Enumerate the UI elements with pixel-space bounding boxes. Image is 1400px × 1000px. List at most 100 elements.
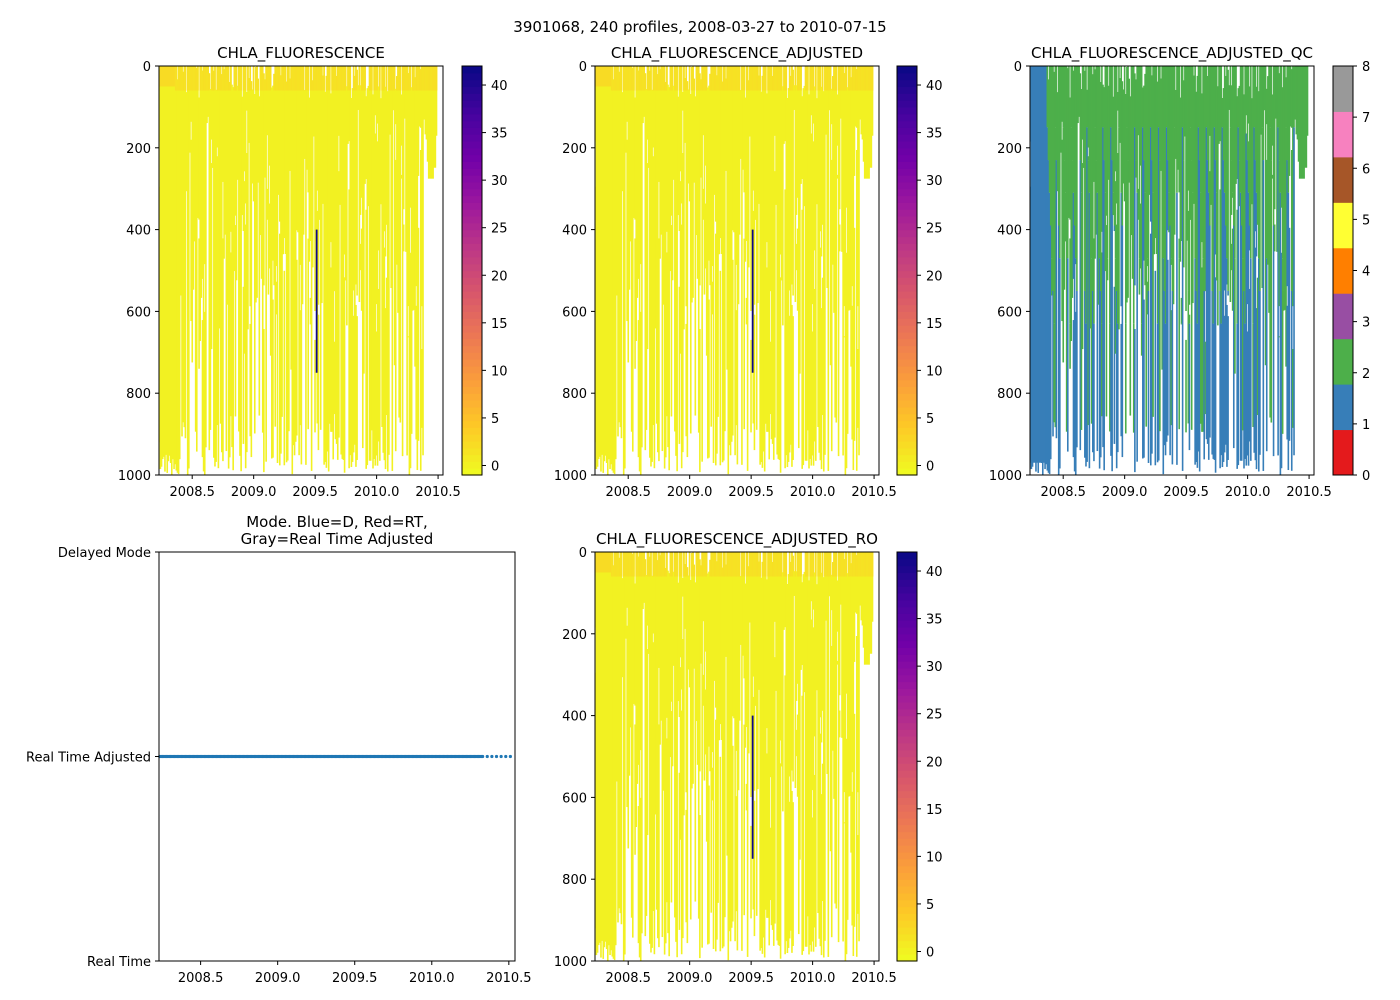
heatmap-cell bbox=[409, 66, 412, 91]
heatmap-cell bbox=[737, 66, 740, 305]
heatmap-cells bbox=[1030, 66, 1309, 475]
heatmap-cell bbox=[714, 552, 717, 577]
colorbar-segment bbox=[897, 277, 917, 285]
heatmap-cell bbox=[712, 552, 715, 949]
heatmap-cell bbox=[695, 66, 698, 236]
heatmap-cell bbox=[788, 552, 791, 777]
heatmap-cell bbox=[415, 66, 418, 91]
heatmap-cell bbox=[186, 66, 189, 91]
colorbar-segment bbox=[897, 756, 917, 764]
heatmap-cell bbox=[230, 252, 232, 417]
qc-cell bbox=[1048, 66, 1051, 193]
colorbar-tick-label: 7 bbox=[1362, 111, 1370, 126]
heatmap-cell bbox=[854, 552, 857, 613]
heatmap-cell bbox=[757, 66, 759, 91]
heatmap-cell bbox=[628, 66, 631, 290]
colorbar-segment bbox=[897, 579, 917, 587]
colorbar-segment bbox=[897, 209, 917, 217]
heatmap-cell bbox=[810, 66, 813, 91]
heatmap-cell bbox=[708, 85, 710, 261]
heatmap-cell bbox=[840, 66, 842, 91]
heatmap-cell bbox=[210, 66, 213, 91]
heatmap-cell bbox=[660, 552, 663, 721]
heatmap-cell bbox=[821, 552, 824, 577]
heatmap-cell bbox=[253, 94, 256, 434]
heatmap-cell bbox=[728, 66, 731, 91]
qc-cell bbox=[1287, 66, 1290, 193]
qc-cell bbox=[1270, 66, 1273, 161]
qc-cell bbox=[1289, 66, 1292, 127]
heatmap-cell bbox=[714, 233, 717, 466]
qc-cell bbox=[1229, 127, 1232, 302]
colorbar-segment bbox=[1333, 156, 1353, 203]
heatmap-cell bbox=[757, 552, 759, 577]
heatmap-cell bbox=[727, 66, 730, 475]
heatmap-cell bbox=[688, 552, 691, 577]
qc-cell bbox=[1114, 181, 1117, 259]
heatmap-cell bbox=[680, 66, 683, 204]
colorbar-segment bbox=[897, 947, 917, 955]
qc-cell bbox=[1087, 66, 1090, 148]
heatmap-cell bbox=[851, 66, 854, 287]
heatmap-cell bbox=[817, 66, 819, 91]
heatmap-cell bbox=[674, 66, 676, 91]
heatmap-cell bbox=[627, 66, 630, 91]
chart-chla: 2008.5 2009.0 2009.5 2010.0 2010.50200400600… bbox=[118, 44, 508, 500]
x-tick-label: 2010.5 bbox=[1286, 485, 1332, 500]
heatmap-cell bbox=[188, 66, 190, 469]
heatmap-cell bbox=[211, 66, 214, 91]
heatmap-cell bbox=[822, 91, 825, 472]
heatmap-cell bbox=[622, 552, 625, 961]
heatmap-cell bbox=[838, 224, 841, 252]
qc-cell bbox=[1262, 160, 1265, 471]
heatmap-cell bbox=[815, 66, 817, 91]
heatmap-cell bbox=[385, 66, 388, 225]
qc-cell bbox=[1098, 66, 1101, 259]
colorbar-segment bbox=[897, 331, 917, 340]
colorbar-segment bbox=[897, 66, 917, 74]
heatmap-cell bbox=[807, 552, 809, 917]
heatmap-cell bbox=[670, 552, 673, 577]
heatmap-cell bbox=[263, 329, 265, 473]
heatmap-cell bbox=[818, 66, 821, 91]
heatmap-cell bbox=[386, 91, 389, 472]
heatmap-cell bbox=[299, 66, 302, 91]
qc-cell bbox=[1065, 66, 1068, 226]
heatmap-cell bbox=[274, 66, 277, 91]
colorbar-segment bbox=[897, 552, 917, 560]
qc-cell bbox=[1278, 160, 1281, 307]
heatmap-cell bbox=[704, 66, 707, 166]
heatmap-cell bbox=[647, 552, 650, 654]
heatmap-cell bbox=[612, 79, 615, 473]
heatmap-cell bbox=[677, 582, 680, 702]
qc-cell bbox=[1120, 323, 1123, 437]
heatmap-cell bbox=[692, 66, 694, 298]
heatmap-cell bbox=[273, 73, 275, 91]
heatmap-cell bbox=[841, 66, 843, 252]
colorbar-segment bbox=[897, 620, 917, 628]
heatmap-cell bbox=[677, 96, 680, 216]
heatmap-cell bbox=[844, 552, 847, 961]
heatmap-cell bbox=[666, 552, 668, 718]
heatmap-cell bbox=[299, 66, 302, 265]
heatmap-cell bbox=[776, 552, 778, 941]
qc-cell bbox=[1252, 66, 1254, 324]
heatmap-cell bbox=[686, 81, 689, 458]
heatmap-cell bbox=[360, 228, 363, 311]
qc-cell bbox=[1259, 290, 1261, 455]
heatmap-cell bbox=[611, 66, 614, 91]
heatmap-cell bbox=[792, 69, 794, 296]
heatmap-cell bbox=[421, 66, 423, 91]
heatmap-cell bbox=[299, 310, 302, 426]
qc-cell bbox=[1103, 87, 1105, 161]
qc-cell bbox=[1214, 160, 1217, 255]
qc-cell bbox=[1167, 259, 1169, 436]
heatmap-cell bbox=[176, 79, 179, 473]
heatmap-cell bbox=[326, 66, 329, 452]
qc-cell bbox=[1194, 66, 1196, 259]
heatmap-cell bbox=[812, 627, 815, 952]
heatmap-cell bbox=[736, 66, 739, 91]
heatmap-cell bbox=[826, 552, 828, 775]
qc-cell bbox=[1109, 66, 1111, 324]
heatmap-cell bbox=[738, 552, 741, 721]
